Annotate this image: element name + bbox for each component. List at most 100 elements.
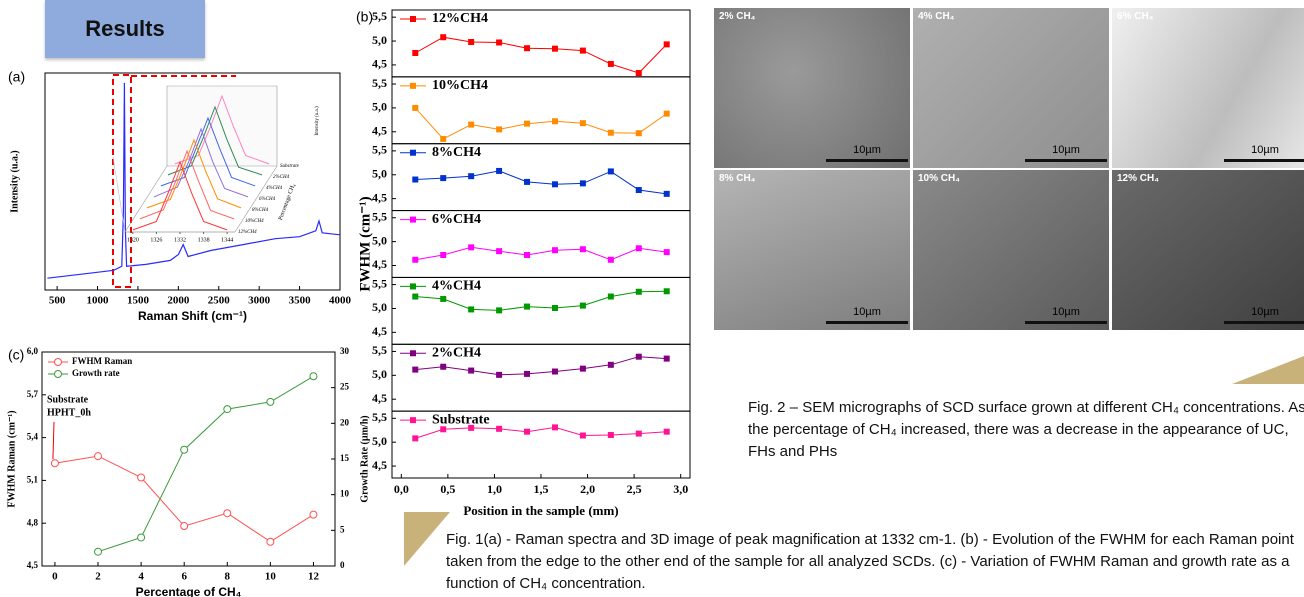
inset-series-label: 6%CH4 [259,197,276,202]
marker [608,432,614,438]
legend-label: 2%CH4 [432,346,481,361]
marker [138,534,145,541]
legend-label: 6%CH4 [432,212,481,227]
marker [468,244,474,250]
y2-tick-label: 15 [340,453,350,463]
y-tick-label: 5,0 [372,367,387,381]
y-tick-label: 5,4 [27,432,39,442]
y-tick-label: 5,5 [372,209,387,223]
panel-label: (a) [8,69,25,85]
marker [664,288,670,294]
y-tick-label: 4,5 [372,458,387,472]
marker [410,283,416,289]
y2-tick-label: 25 [340,382,350,392]
x-tick-label: 1000 [87,295,110,307]
inset-x-tick-label: 1326 [150,237,162,243]
marker [440,136,446,142]
marker [468,39,474,45]
marker [468,306,474,312]
marker [224,510,231,517]
x-tick-label: 2000 [167,295,190,307]
marker [524,45,530,51]
x-tick-label: 2,5 [627,482,642,496]
y-tick-label: 5,0 [372,300,387,314]
y2-tick-label: 30 [340,346,350,356]
marker [410,150,416,156]
inset-series-label: 8%CH4 [252,208,269,213]
inset-series-label: 4%CH4 [266,186,283,191]
x-tick-label: 4 [138,571,144,583]
x-tick-label: 0,0 [394,482,409,496]
legend-label: 12%CH4 [432,11,488,26]
inset-y-label: Intensity (u.a.) [315,106,320,136]
marker [410,350,416,356]
inset-series-label: 10%CH4 [245,219,264,224]
marker [440,34,446,40]
marker [310,511,317,518]
y-tick-label: 4,5 [372,324,387,338]
y-tick-label: 6,0 [27,346,39,356]
legend-label: 4%CH4 [432,279,481,294]
y-tick-label: 5,5 [372,9,387,23]
legend-label: Growth rate [72,368,120,378]
marker [410,217,416,223]
marker [468,122,474,128]
marker [608,257,614,263]
y-tick-label: 4,5 [27,560,39,570]
marker [440,175,446,181]
inset-line [133,162,227,230]
plot-frame [42,352,335,566]
marker [181,446,188,453]
series-line [415,37,666,73]
marker [95,453,102,460]
x-tick-label: 2,0 [580,482,595,496]
legend-label: 10%CH4 [432,78,488,93]
marker [664,356,670,362]
inset-series-label: 2%CH4 [273,175,290,180]
y-tick-label: 5,5 [372,343,387,357]
y2-tick-label: 5 [340,524,345,534]
marker [95,548,102,555]
marker [524,179,530,185]
y-axis-label: FWHM (cm⁻¹) [357,196,373,291]
marker [410,83,416,89]
marker [608,362,614,368]
y-tick-label: 4,8 [27,517,39,527]
y-tick-label: 4,5 [372,190,387,204]
marker [524,252,530,258]
marker [496,248,502,254]
marker [552,181,558,187]
marker [410,417,416,423]
y2-tick-label: 10 [340,489,350,499]
y-tick-label: 4,5 [372,257,387,271]
marker [664,249,670,255]
y-tick-label: 5,0 [372,434,387,448]
series-line [415,427,666,438]
series-line [415,247,666,259]
y-tick-label: 5,5 [372,276,387,290]
marker [412,105,418,111]
x-tick-label: 4000 [329,295,352,307]
marker [267,398,274,405]
marker [580,432,586,438]
marker [410,16,416,22]
marker [580,246,586,252]
marker [580,120,586,126]
marker [412,177,418,183]
marker [224,406,231,413]
marker [524,121,530,127]
marker [636,354,642,360]
marker [524,429,530,435]
panel-label: (c) [8,347,24,363]
y-tick-label: 5,0 [372,33,387,47]
x-tick-label: 6 [181,571,187,583]
marker [524,304,530,310]
y-tick-label: 5,0 [372,100,387,114]
inset-x-tick-label: 1344 [221,237,233,243]
inset-x-tick-label: 1338 [198,237,210,243]
marker [636,130,642,136]
marker [55,359,62,366]
marker [181,523,188,530]
marker [440,364,446,370]
x-tick-label: 0 [52,571,58,583]
